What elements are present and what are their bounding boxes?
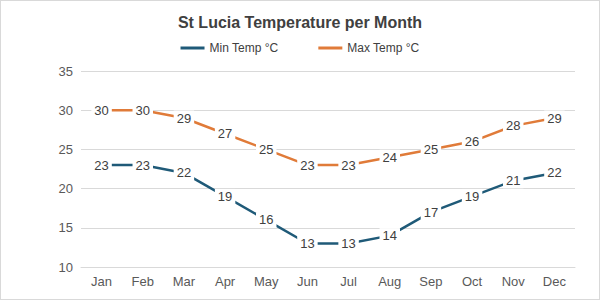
svg-text:10: 10 xyxy=(59,260,73,275)
svg-text:28: 28 xyxy=(506,118,520,133)
svg-text:21: 21 xyxy=(506,173,520,188)
svg-text:Oct: Oct xyxy=(462,274,483,289)
svg-text:Max Temp °C: Max Temp °C xyxy=(347,41,419,55)
svg-text:27: 27 xyxy=(218,126,232,141)
svg-text:23: 23 xyxy=(136,158,150,173)
svg-text:Aug: Aug xyxy=(378,274,401,289)
svg-text:Apr: Apr xyxy=(215,274,236,289)
svg-text:Sep: Sep xyxy=(419,274,442,289)
svg-text:Min Temp °C: Min Temp °C xyxy=(210,41,279,55)
svg-text:29: 29 xyxy=(177,111,191,126)
svg-text:14: 14 xyxy=(383,228,397,243)
svg-text:Nov: Nov xyxy=(502,274,526,289)
svg-text:Jan: Jan xyxy=(91,274,112,289)
svg-text:25: 25 xyxy=(59,142,73,157)
svg-text:35: 35 xyxy=(59,64,73,79)
svg-text:17: 17 xyxy=(424,205,438,220)
svg-text:Feb: Feb xyxy=(132,274,154,289)
svg-text:19: 19 xyxy=(465,189,479,204)
svg-text:13: 13 xyxy=(300,236,314,251)
svg-text:25: 25 xyxy=(259,142,273,157)
svg-text:24: 24 xyxy=(383,150,397,165)
svg-text:23: 23 xyxy=(341,158,355,173)
svg-text:26: 26 xyxy=(465,134,479,149)
svg-text:22: 22 xyxy=(177,165,191,180)
svg-text:St Lucia Temperature per Month: St Lucia Temperature per Month xyxy=(178,14,422,31)
svg-text:29: 29 xyxy=(547,111,561,126)
svg-text:23: 23 xyxy=(300,158,314,173)
svg-text:30: 30 xyxy=(136,103,150,118)
svg-text:16: 16 xyxy=(259,212,273,227)
svg-text:30: 30 xyxy=(94,103,108,118)
svg-text:13: 13 xyxy=(341,236,355,251)
svg-text:Dec: Dec xyxy=(543,274,567,289)
svg-text:23: 23 xyxy=(94,158,108,173)
svg-text:25: 25 xyxy=(424,142,438,157)
svg-text:30: 30 xyxy=(59,103,73,118)
svg-text:Jun: Jun xyxy=(297,274,318,289)
svg-text:20: 20 xyxy=(59,181,73,196)
svg-text:May: May xyxy=(254,274,279,289)
svg-text:15: 15 xyxy=(59,220,73,235)
svg-text:Jul: Jul xyxy=(340,274,357,289)
svg-text:Mar: Mar xyxy=(173,274,196,289)
svg-text:19: 19 xyxy=(218,189,232,204)
svg-text:22: 22 xyxy=(547,165,561,180)
